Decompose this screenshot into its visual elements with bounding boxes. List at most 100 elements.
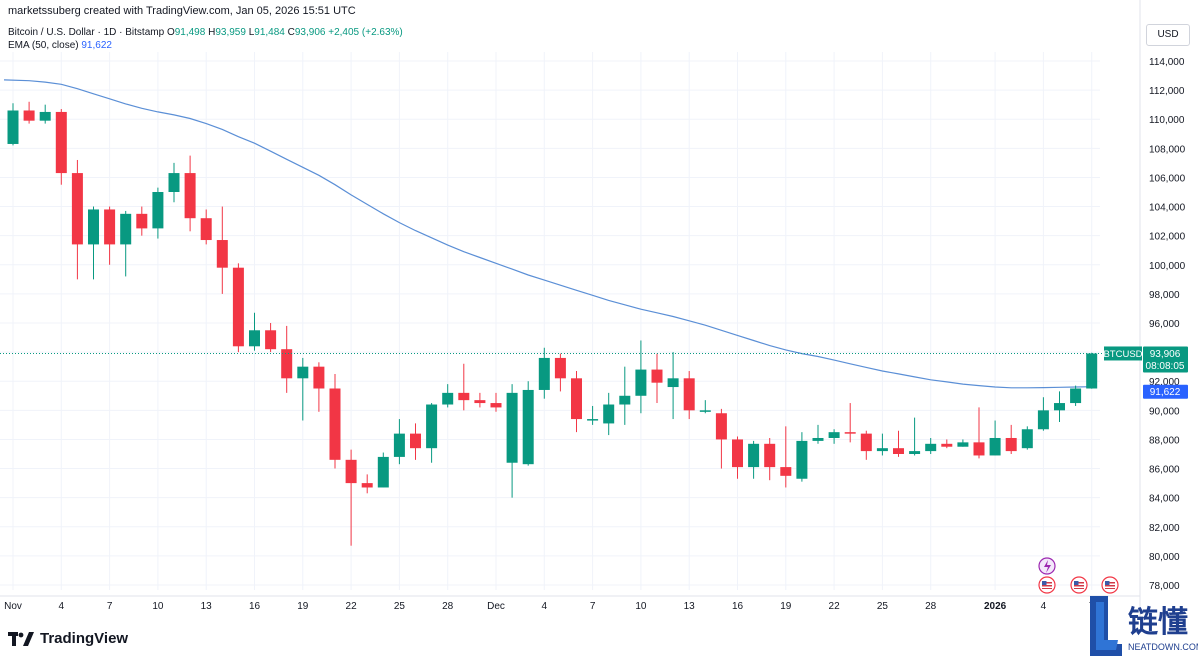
currency-button[interactable]: USD <box>1146 24 1190 46</box>
y-tick-label: 108,000 <box>1149 144 1186 155</box>
neatdown-watermark: 链懂 NEATDOWN.COM <box>1088 592 1200 658</box>
candle-body <box>1021 429 1033 449</box>
flag-stripe <box>1074 585 1084 587</box>
watermark-cn: 链懂 <box>1128 605 1188 640</box>
x-tick-label: Nov <box>4 601 22 612</box>
us-flag-icon[interactable] <box>1101 576 1119 594</box>
candle-up <box>538 347 550 399</box>
candle-body <box>442 392 454 405</box>
y-tick-label: 100,000 <box>1149 261 1186 272</box>
ema-line <box>3 79 1092 389</box>
symbol-title[interactable]: Bitcoin / U.S. Dollar · 1D · Bitstamp <box>8 27 165 38</box>
flag-stripe <box>1105 585 1115 587</box>
candle-body <box>909 451 921 454</box>
x-tick-label: 16 <box>249 601 261 612</box>
candle-body <box>635 369 647 396</box>
last-price-tag <box>1143 346 1188 373</box>
candle-up <box>88 206 99 280</box>
x-tick-label: 28 <box>442 601 454 612</box>
tradingview-logo[interactable]: TradingView <box>8 630 128 647</box>
y-tick-label: 104,000 <box>1149 203 1186 214</box>
us-flag-icon[interactable] <box>1038 576 1056 594</box>
tradingview-logo-icon <box>8 631 34 646</box>
crypto-event-icon[interactable] <box>1038 557 1056 575</box>
candle-body <box>651 369 663 383</box>
candle-body <box>925 443 937 452</box>
candle-up <box>876 433 888 456</box>
candle-down <box>651 353 663 404</box>
candle-down <box>136 206 148 236</box>
candle-down <box>104 206 116 265</box>
candle-up <box>249 312 260 351</box>
candle-down <box>764 437 776 481</box>
x-tick-label: 4 <box>59 601 65 612</box>
candle-body <box>7 110 19 144</box>
candle-body <box>168 173 180 192</box>
candle-down <box>683 371 695 420</box>
candle-up <box>1037 397 1049 431</box>
close-value: 93,906 <box>294 27 326 38</box>
x-tick-label: 2026 <box>984 601 1007 612</box>
candle-body <box>941 443 953 447</box>
ema-legend[interactable]: EMA (50, close) 91,622 <box>8 40 112 51</box>
candle-down <box>71 159 83 280</box>
candle-up <box>120 210 132 277</box>
candle-body <box>571 378 582 420</box>
candle-body <box>748 443 760 468</box>
candle-up <box>909 417 921 456</box>
candle-up <box>393 419 405 465</box>
y-tick-label: 84,000 <box>1149 494 1180 505</box>
tradingview-brand: TradingView <box>40 630 129 647</box>
chart-credit: marketssuberg created with TradingView.c… <box>8 5 356 17</box>
x-tick-label: 16 <box>732 601 744 612</box>
y-tick-label: 98,000 <box>1149 290 1180 301</box>
candle-up <box>957 439 969 447</box>
price-axis[interactable]: 114,000 112,000 110,000 108,000 106,000 104,0… <box>1139 0 1186 620</box>
y-tick-label: 114,000 <box>1149 57 1185 68</box>
candle-down <box>554 353 566 392</box>
x-tick-label: 19 <box>780 601 792 612</box>
candle-body <box>23 110 35 121</box>
candle-body <box>104 209 116 245</box>
candle-down <box>973 407 985 459</box>
y-tick-label: 110,000 <box>1149 115 1185 126</box>
candle-down <box>216 206 228 294</box>
candle-body <box>538 357 550 390</box>
candle-up <box>1054 391 1065 422</box>
candle-up <box>1070 385 1082 406</box>
candle-down <box>55 109 67 185</box>
open-label: O <box>166 27 175 38</box>
x-tick-label: 25 <box>877 601 889 612</box>
candle-body <box>152 192 164 229</box>
candle-down <box>265 323 277 353</box>
candle-down <box>860 430 872 460</box>
time-axis[interactable]: Nov 4 7 10 13 16 19 22 25 28 Dec 4 7 10 13 16 19 22 25 28 20… <box>0 595 1140 612</box>
candle-body <box>554 357 566 379</box>
us-flag-icon[interactable] <box>1070 576 1088 594</box>
candle-body <box>410 433 421 449</box>
candle-up <box>748 440 760 479</box>
x-tick-label: 19 <box>297 601 309 612</box>
candle-down <box>281 325 293 393</box>
candle-up <box>39 104 51 124</box>
candle-up <box>152 187 164 239</box>
candle-body <box>812 437 824 441</box>
candle-down <box>780 426 792 488</box>
y-tick-label: 86,000 <box>1149 465 1180 476</box>
x-tick-label: 7 <box>107 601 113 612</box>
bar-countdown: 08:08:05 <box>1146 361 1185 372</box>
candle-body <box>39 111 51 121</box>
symbol-tag-text: BTCUSD <box>1103 349 1142 360</box>
y-tick-label: 96,000 <box>1149 319 1180 330</box>
flag-stripe <box>1105 582 1115 584</box>
candle-body <box>699 410 711 412</box>
candle-body <box>828 432 840 438</box>
event-markers[interactable] <box>1038 557 1119 594</box>
candle-body <box>780 467 792 476</box>
candle-body <box>249 330 260 347</box>
candle-up <box>603 392 615 436</box>
open-value: 91,498 <box>174 27 206 38</box>
candle-down <box>410 423 421 460</box>
candle-up <box>667 352 679 420</box>
